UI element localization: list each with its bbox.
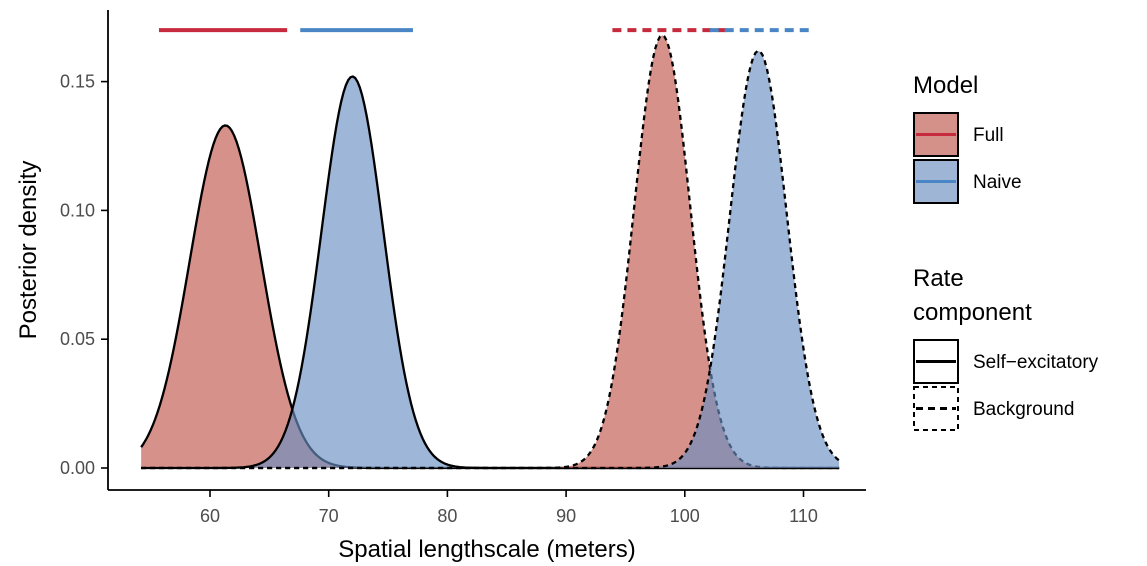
y-tick-label: 0.05: [60, 329, 95, 349]
density-area-naive-background: [141, 50, 840, 468]
density-curves: [140, 33, 840, 470]
x-tick-label: 90: [556, 506, 576, 526]
y-tick-label: 0.00: [60, 458, 95, 478]
legend-label-full: Full: [973, 125, 1004, 146]
x-tick-label: 70: [319, 506, 339, 526]
x-tick-label: 60: [200, 506, 220, 526]
legend-item-background: Background: [913, 386, 1074, 431]
legend-label-background: Background: [973, 399, 1074, 420]
x-tick-label: 80: [437, 506, 457, 526]
y-axis-ticks: 0.00 0.05 0.10 0.15: [60, 72, 108, 478]
density-area-full-background: [141, 35, 840, 468]
legend-rate-title-line2: component: [913, 299, 1032, 326]
legend-rate-component: Rate component Self−excitatory Backgroun…: [913, 265, 1099, 431]
legend-model-title: Model: [913, 72, 978, 99]
legend-item-self-excitatory: Self−excitatory: [913, 339, 1099, 384]
x-axis-ticks: 60 70 80 90 100 110: [200, 490, 818, 526]
legend-label-self-excitatory: Self−excitatory: [973, 352, 1099, 373]
legend-item-full: Full: [913, 112, 1004, 157]
y-tick-label: 0.10: [60, 200, 95, 220]
density-area-full-self-excitatory: [141, 125, 840, 469]
y-axis-title: Posterior density: [15, 161, 42, 340]
x-tick-label: 110: [789, 506, 818, 526]
legend-label-naive: Naive: [973, 172, 1022, 193]
legend-item-naive: Naive: [913, 159, 1022, 204]
density-area-naive-self-excitatory: [141, 76, 840, 469]
density-line-naive-background: [141, 49, 840, 470]
x-axis-title: Spatial lengthscale (meters): [338, 536, 635, 563]
x-tick-label: 100: [670, 506, 700, 526]
y-tick-label: 0.15: [60, 72, 95, 92]
legend-rate-title-line1: Rate: [913, 265, 964, 292]
legend-model: Model Full Naive: [913, 72, 1022, 204]
